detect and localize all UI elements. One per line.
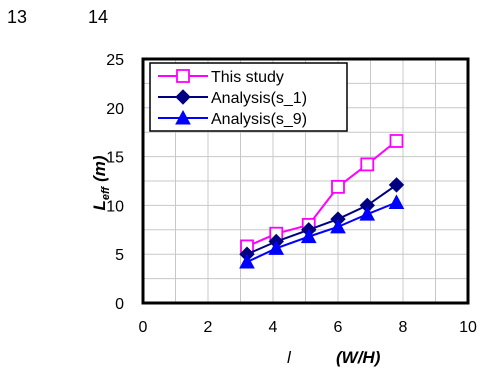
series-1	[240, 134, 404, 254]
data-point-filled-triangle	[239, 253, 255, 269]
legend-item: This study	[158, 69, 284, 86]
y-tick-label: 0	[115, 296, 124, 313]
chart-legend: This study Analysis(s_1) Analysis(s_9)	[149, 62, 348, 132]
series-2	[239, 177, 405, 262]
page-header: 13 14	[0, 0, 486, 40]
header-number-right: 14	[88, 7, 109, 27]
data-point-filled-triangle	[330, 218, 346, 234]
y-tick-label: 5	[115, 247, 124, 264]
legend-label: Analysis(s_9)	[211, 111, 307, 128]
x-axis-label-unit: (W/H)	[336, 348, 381, 367]
x-tick-label: 4	[269, 319, 278, 336]
y-axis-label-unit: (m)	[90, 155, 109, 182]
y-axis-label-main: L	[90, 200, 109, 210]
data-point-legend-filled-diamond	[175, 89, 191, 105]
chart-gridlines	[143, 59, 468, 303]
data-point-filled-diamond	[388, 177, 405, 193]
x-tick-label: 10	[459, 319, 477, 336]
chart-series	[239, 134, 405, 269]
data-point-open-square	[389, 134, 404, 148]
y-tick-label: 25	[106, 52, 124, 69]
legend-item: Analysis(s_9)	[158, 109, 307, 128]
data-point-filled-triangle	[388, 194, 405, 209]
data-point-legend-open-square	[176, 69, 190, 83]
y-tick-label: 10	[106, 198, 124, 215]
header-number-left: 13	[7, 7, 28, 27]
legend-label: Analysis(s_1)	[211, 90, 307, 107]
y-tick-label: 15	[106, 150, 124, 167]
data-point-filled-triangle	[268, 240, 285, 255]
axis-ticks: 0 2 4 6 8 10 0 5 10 15 20 25	[106, 52, 477, 336]
data-point-legend-filled-triangle	[175, 109, 191, 125]
series-3	[239, 194, 405, 269]
data-point-filled-triangle	[300, 228, 317, 244]
y-tick-label: 20	[106, 101, 124, 118]
y-axis-label-subscript: eff	[100, 186, 112, 201]
data-point-open-square	[331, 179, 345, 194]
legend-item: Analysis(s_1)	[158, 89, 307, 107]
x-tick-label: 8	[399, 319, 408, 336]
x-axis-label-symbol: l	[287, 348, 292, 367]
x-tick-label: 2	[204, 319, 213, 336]
data-point-open-square	[360, 157, 375, 172]
axis-labels: l (W/H) Leff (m)	[90, 155, 381, 367]
legend-label: This study	[211, 69, 284, 86]
x-tick-label: 6	[334, 319, 343, 336]
plot-area-frame	[141, 57, 470, 305]
x-tick-label: 0	[139, 319, 148, 336]
data-point-filled-triangle	[359, 206, 376, 221]
y-axis-label: Leff (m)	[90, 155, 112, 210]
